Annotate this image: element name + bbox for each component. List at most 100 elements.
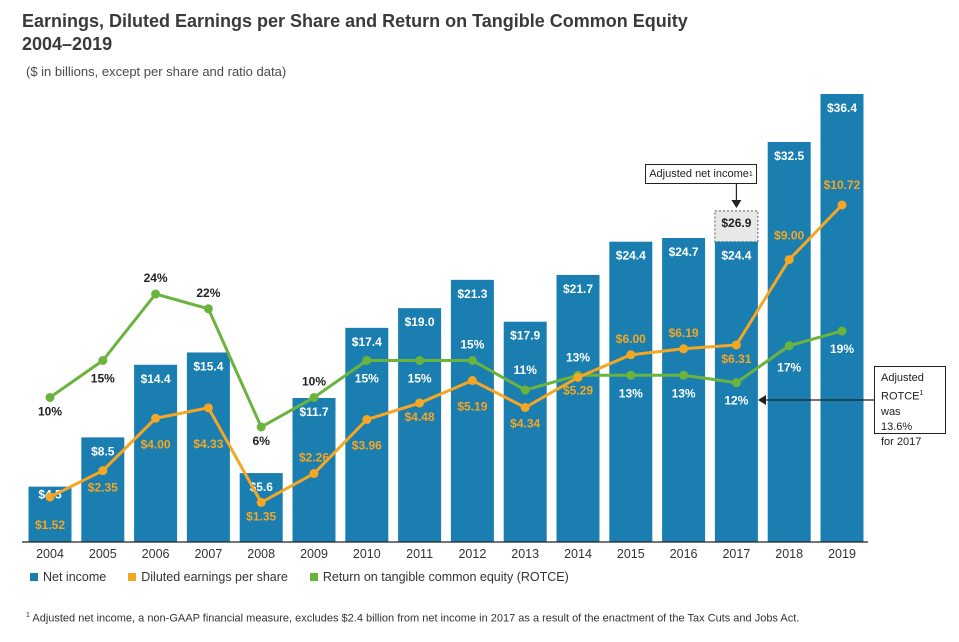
eps-point-2015 — [626, 350, 636, 360]
x-tick-label-2009: 2009 — [300, 547, 328, 561]
x-tick-label-2016: 2016 — [670, 547, 698, 561]
bar-net-income-2007 — [186, 352, 230, 542]
legend-rotce-label: Return on tangible common equity (ROTCE) — [322, 570, 569, 584]
x-tick-label-2008: 2008 — [247, 547, 275, 561]
adjusted-net-income-callout: Adjusted net income 1 — [645, 164, 757, 184]
eps-point-2010 — [362, 415, 372, 425]
rotce-point-2010 — [362, 356, 372, 365]
eps-label-2004: $1.52 — [35, 518, 65, 532]
eps-label-2014: $5.29 — [563, 383, 593, 397]
rotce-callout-arrowhead — [758, 395, 766, 405]
bar-label-net-income-2013: $17.9 — [510, 329, 540, 343]
x-tick-label-2014: 2014 — [564, 547, 592, 561]
bar-net-income-2019 — [820, 94, 864, 542]
bar-label-net-income-2007: $15.4 — [193, 359, 223, 373]
x-tick-label-2005: 2005 — [89, 547, 117, 561]
bar-net-income-2015 — [609, 241, 653, 542]
chart-legend: Net income Diluted earnings per share Re… — [30, 570, 569, 584]
eps-point-2009 — [309, 469, 319, 479]
rotce-label-2009: 10% — [302, 374, 326, 388]
bar-net-income-2008 — [239, 473, 283, 542]
rotce-label-2016: 13% — [672, 386, 696, 400]
adjusted-2017-bar — [714, 210, 759, 243]
rotce-label-2019: 19% — [830, 342, 854, 356]
bar-label-net-income-2011: $19.0 — [405, 315, 435, 329]
x-tick-label-2004: 2004 — [36, 547, 64, 561]
eps-point-2019 — [837, 200, 847, 210]
rotce-point-2007 — [203, 304, 213, 314]
eps-point-2008 — [256, 497, 266, 507]
bar-label-net-income-2018: $32.5 — [774, 149, 804, 163]
bar-label-net-income-2017: $24.4 — [721, 249, 751, 263]
rotce-point-2019 — [837, 326, 847, 336]
rotce-label-2014: 13% — [566, 350, 590, 364]
eps-line — [49, 203, 844, 505]
bar-label-net-income-2019: $36.4 — [827, 101, 857, 115]
bar-label-net-income-2016: $24.7 — [669, 245, 699, 259]
bar-net-income-2017 — [714, 241, 758, 542]
eps-point-2016 — [679, 344, 689, 354]
rotce-label-2012: 15% — [460, 338, 484, 352]
legend-eps: Diluted earnings per share — [128, 570, 288, 584]
chart-subtitle: ($ in billions, except per share and rat… — [26, 64, 287, 79]
bar-net-income-2016 — [662, 238, 706, 542]
x-tick-label-2013: 2013 — [511, 547, 539, 561]
rotce-label-2006: 24% — [144, 271, 168, 285]
rotce-point-2018 — [784, 341, 794, 351]
bar-label-net-income-2009: $11.7 — [299, 405, 329, 419]
rotce-callout-line4: for 2017 — [881, 435, 922, 448]
legend-eps-swatch — [128, 573, 137, 581]
eps-label-2011: $4.48 — [405, 410, 435, 424]
bar-label-net-income-2015: $24.4 — [616, 249, 646, 263]
eps-point-2012 — [467, 376, 477, 386]
rotce-point-2016 — [679, 370, 689, 380]
x-tick-label-2015: 2015 — [617, 547, 645, 561]
eps-point-2018 — [784, 255, 794, 265]
eps-label-2016: $6.19 — [669, 326, 699, 340]
rotce-callout-sup: 1 — [919, 390, 924, 397]
eps-label-2018: $9.00 — [774, 229, 804, 243]
title-line-2: 2004–2019 — [22, 34, 113, 54]
bar-net-income-2012 — [450, 279, 494, 542]
eps-label-2009: $2.26 — [299, 451, 329, 465]
legend-rotce-swatch — [309, 573, 318, 581]
adjusted-net-income-text: Adjusted net income — [649, 168, 749, 180]
rotce-label-2008: 6% — [253, 434, 271, 448]
eps-label-2019: $10.72 — [824, 178, 861, 192]
x-tick-label-2006: 2006 — [142, 547, 170, 561]
bar-net-income-2006 — [134, 364, 178, 542]
eps-point-2005 — [98, 466, 108, 476]
rotce-point-2011 — [415, 356, 425, 365]
footnote-text: Adjusted net income, a non-GAAP financia… — [32, 612, 800, 625]
rotce-label-2015: 13% — [619, 386, 643, 400]
eps-point-2007 — [203, 403, 213, 413]
rotce-label-2013: 11% — [514, 363, 538, 377]
adjusted-rotce-callout: Adjusted ROTCE1 was 13.6% for 2017 — [874, 366, 946, 448]
eps-point-2004 — [45, 492, 55, 502]
x-tick-label-2011: 2011 — [406, 547, 433, 561]
eps-label-2013: $4.34 — [510, 416, 540, 430]
adjusted-callout-arrowhead — [731, 200, 742, 208]
eps-label-2012: $5.19 — [457, 400, 487, 414]
bar-net-income-2013 — [503, 321, 547, 542]
eps-label-2015: $6.00 — [616, 332, 646, 346]
x-tick-label-2018: 2018 — [775, 547, 803, 561]
rotce-point-2006 — [151, 289, 161, 299]
rotce-label-2007: 22% — [196, 286, 220, 300]
eps-point-2006 — [151, 413, 161, 423]
bar-label-net-income-2014: $21.7 — [563, 282, 593, 296]
bar-label-net-income-2005: $8.5 — [91, 444, 115, 458]
rotce-line — [49, 292, 843, 430]
rotce-callout-line2: ROTCE1 was — [881, 386, 939, 420]
x-tick-label-2019: 2019 — [828, 547, 856, 561]
title-line-1: Earnings, Diluted Earnings per Share and… — [22, 11, 688, 31]
legend-rotce: Return on tangible common equity (ROTCE) — [309, 570, 569, 584]
rotce-point-2012 — [467, 356, 477, 365]
eps-label-2017: $6.31 — [721, 352, 751, 366]
legend-eps-label: Diluted earnings per share — [141, 570, 288, 584]
footnote-sup: 1 — [26, 612, 30, 619]
eps-point-2013 — [520, 402, 530, 412]
rotce-callout-rotce: ROTCE — [881, 390, 920, 403]
bar-label-net-income-2010: $17.4 — [352, 335, 382, 349]
eps-point-2014 — [573, 372, 583, 382]
